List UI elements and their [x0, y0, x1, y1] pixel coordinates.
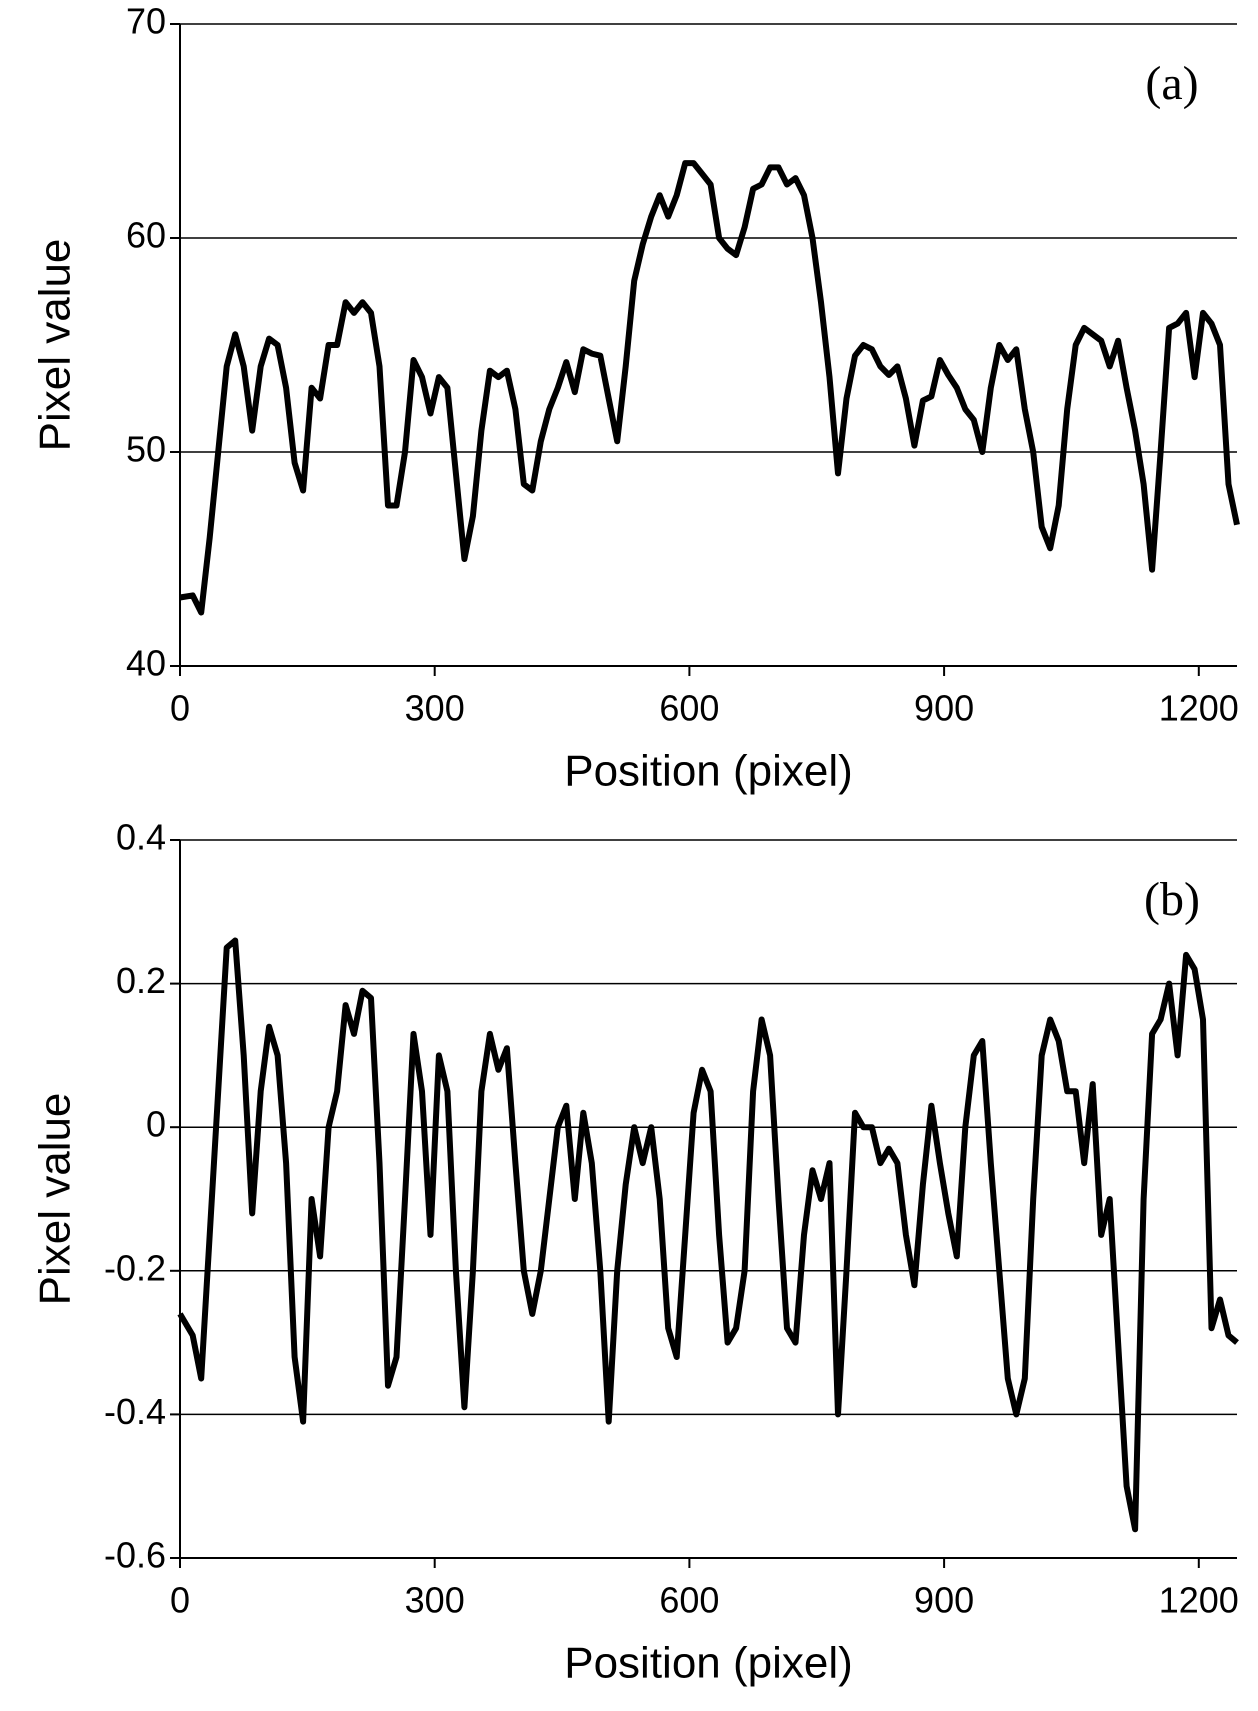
y-tick-label: 0 [146, 1104, 166, 1145]
y-axis-label: Pixel value [31, 1093, 80, 1306]
y-tick-label: 60 [126, 215, 166, 256]
x-tick-label: 0 [170, 1580, 190, 1621]
x-axis-label: Position (pixel) [564, 1639, 853, 1688]
panel-label: (b) [1144, 873, 1200, 926]
x-tick-label: 1200 [1159, 1580, 1239, 1621]
y-tick-label: -0.2 [104, 1247, 166, 1288]
x-tick-label: 300 [405, 688, 465, 729]
x-axis-label: Position (pixel) [564, 747, 853, 796]
x-tick-label: 1200 [1159, 688, 1239, 729]
y-tick-label: 50 [126, 429, 166, 470]
y-tick-label: -0.4 [104, 1391, 166, 1432]
y-tick-label: 40 [126, 643, 166, 684]
x-tick-label: 900 [914, 688, 974, 729]
y-tick-label: -0.6 [104, 1535, 166, 1576]
data-line [177, 937, 1239, 1533]
data-line [179, 160, 1240, 616]
y-tick-label: 0.2 [116, 960, 166, 1001]
y-tick-label: 70 [126, 1, 166, 42]
x-tick-label: 0 [170, 688, 190, 729]
x-tick-label: 600 [659, 688, 719, 729]
x-tick-label: 600 [659, 1580, 719, 1621]
x-tick-label: 900 [914, 1580, 974, 1621]
y-axis-label: Pixel value [31, 239, 80, 452]
x-tick-label: 300 [405, 1580, 465, 1621]
y-tick-label: 0.4 [116, 817, 166, 858]
panel-label: (a) [1145, 57, 1198, 110]
